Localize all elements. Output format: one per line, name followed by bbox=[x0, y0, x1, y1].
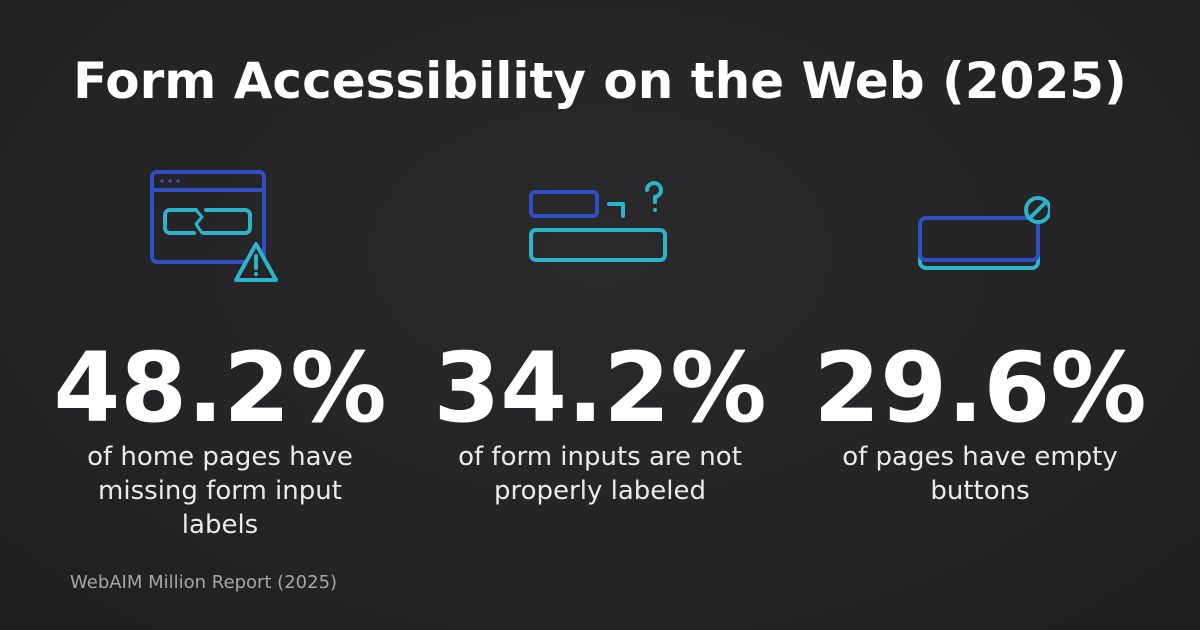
stat-unlabeled-inputs: 34.2% of form inputs are not properly la… bbox=[420, 170, 780, 508]
stat-missing-labels: 48.2% of home pages have missing form in… bbox=[40, 170, 400, 542]
stat-value: 34.2% bbox=[433, 332, 767, 444]
stat-caption: of home pages have missing form input la… bbox=[87, 442, 353, 540]
empty-button-blocked-icon bbox=[800, 170, 1160, 310]
stat-empty-buttons: 29.6% of pages have empty buttons bbox=[800, 170, 1160, 508]
source-citation: WebAIM Million Report (2025) bbox=[70, 572, 338, 593]
stat-value: 29.6% bbox=[813, 332, 1147, 444]
stat-caption: of pages have empty buttons bbox=[842, 442, 1118, 506]
page-title: Form Accessibility on the Web (2025) bbox=[73, 52, 1127, 110]
browser-broken-input-warning-icon bbox=[40, 170, 400, 310]
stat-caption: of form inputs are not properly labeled bbox=[458, 442, 742, 506]
stat-value: 48.2% bbox=[53, 332, 387, 444]
disconnected-label-question-icon bbox=[420, 170, 780, 310]
